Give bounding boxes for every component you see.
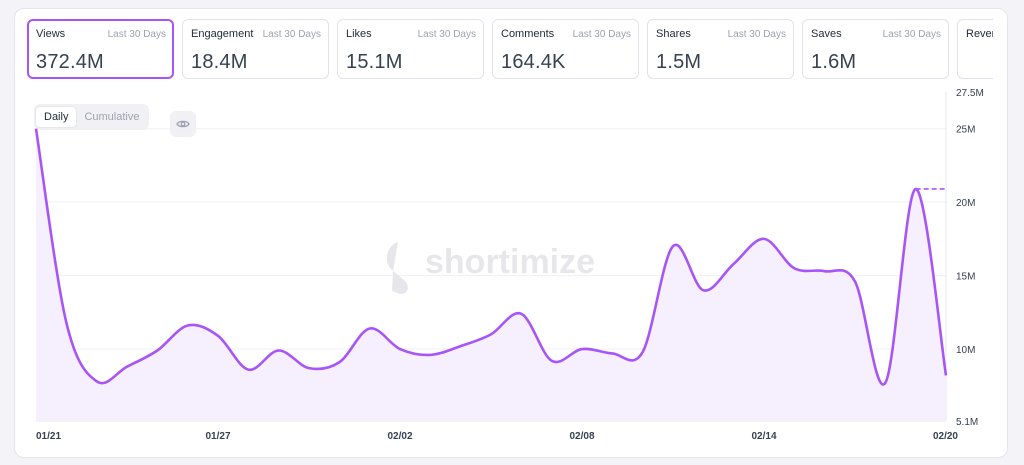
metric-period: Last 30 Days [262,28,321,40]
metric-label: Views [36,28,66,40]
metric-period: Last 30 Days [572,28,631,40]
x-tick-label: 01/27 [205,431,230,442]
metric-label: Comments [501,28,555,40]
metric-card-views[interactable]: Views Last 30 Days 372.4M [27,19,174,79]
metric-card-engagement[interactable]: Engagement Last 30 Days 18.4M [182,19,329,79]
metric-value: 18.4M [191,51,248,73]
watermark-text: shortimize [425,243,595,281]
x-tick-label: 02/14 [751,431,776,442]
metric-label: Saves [811,28,842,40]
view-toggle: Daily Cumulative [34,104,150,130]
metric-value: 372.4M [36,51,104,73]
metric-value: 164.4K [501,51,566,73]
y-tick-label: 25M [956,125,975,136]
y-tick-label: 10M [956,345,975,356]
metric-card-revenue[interactable]: Revenue [957,19,993,79]
y-tick-label: 5.1M [956,417,978,428]
watermark-icon [386,242,408,295]
metric-period: Last 30 Days [107,28,166,40]
x-tick-label: 02/02 [387,431,412,442]
x-tick-label: 01/21 [36,431,61,442]
x-tick-label: 02/20 [933,431,958,442]
metric-label: Shares [656,28,691,40]
y-tick-label: 27.5M [956,88,984,99]
metric-cards: Views Last 30 Days 372.4M Engagement Last 30… [27,19,993,89]
daily-toggle-button[interactable]: Daily [36,107,77,127]
views-area-fill [36,128,946,421]
watermark-logo [386,242,408,295]
dashboard-panel: Views Last 30 Days 372.4M Engagement Last 30… [14,8,1008,458]
metric-period: Last 30 Days [727,28,786,40]
metric-value: 15.1M [346,51,403,73]
eye-icon [176,120,190,128]
metric-value: 1.5M [656,51,702,73]
y-tick-label: 15M [956,272,975,283]
metric-card-likes[interactable]: Likes Last 30 Days 15.1M [337,19,484,79]
y-tick-label: 20M [956,198,975,209]
metric-card-shares[interactable]: Shares Last 30 Days 1.5M [647,19,794,79]
metric-value: 1.6M [811,51,857,73]
cumulative-toggle-button[interactable]: Cumulative [84,111,140,123]
metric-card-saves[interactable]: Saves Last 30 Days 1.6M [802,19,949,79]
metric-period: Last 30 Days [882,28,941,40]
metric-card-comments[interactable]: Comments Last 30 Days 164.4K [492,19,639,79]
metric-label: Revenue [966,28,993,40]
metric-label: Engagement [191,28,254,40]
views-series-line [34,128,948,386]
x-tick-label: 02/08 [569,431,594,442]
metric-label: Likes [346,28,372,40]
metric-period: Last 30 Days [417,28,476,40]
visibility-toggle-button[interactable] [170,111,196,137]
